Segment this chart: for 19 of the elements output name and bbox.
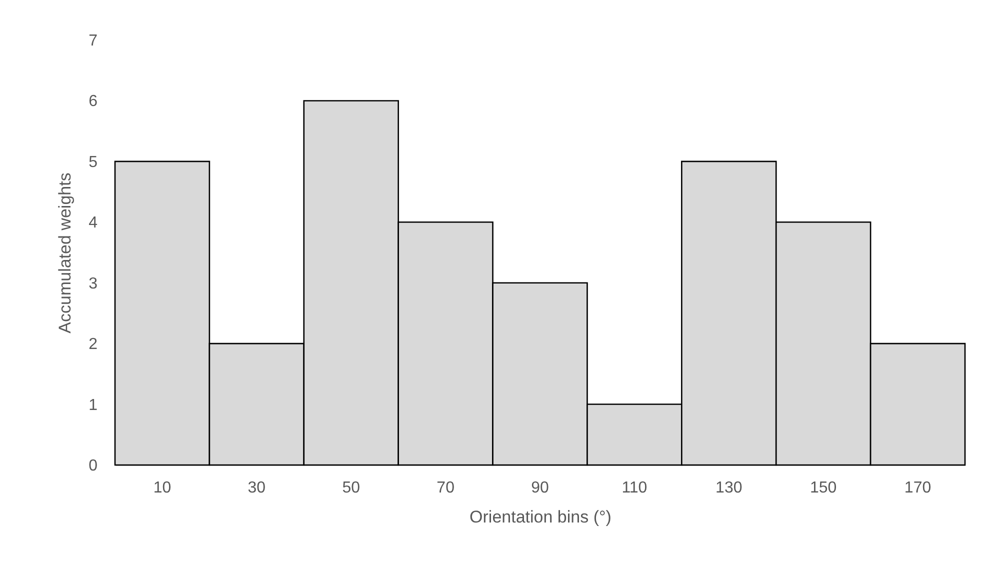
y-tick-label: 5 [88,154,98,171]
x-tick-label: 50 [342,480,360,496]
y-tick-label: 3 [88,275,98,292]
x-tick-label: 170 [904,480,932,496]
y-tick-label: 0 [88,458,98,474]
y-tick-label: 6 [88,93,98,110]
x-tick-label: 150 [810,480,837,496]
y-tick-label: 4 [88,214,98,232]
x-tick-label: 30 [248,480,266,496]
y-tick-label: 1 [88,396,98,414]
x-tick-label: 70 [436,480,455,496]
y-tick-label: 7 [88,32,98,50]
x-tick-label: 10 [153,480,172,496]
x-tick-label: 110 [622,480,648,496]
x-tick-label: 130 [716,480,742,496]
y-axis-title: Accumulated weights [56,172,75,334]
x-axis-title: Orientation bins (°) [470,508,612,526]
y-tick-label: 2 [88,336,98,354]
x-tick-label: 90 [531,480,549,496]
